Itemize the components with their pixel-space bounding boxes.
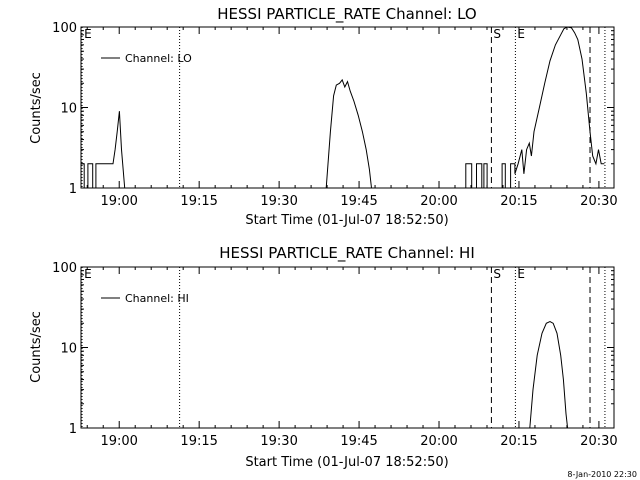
y-tick-label: 100 — [52, 21, 77, 36]
y-tick-label: 1 — [69, 182, 77, 197]
x-tick-label: 19:45 — [340, 434, 377, 449]
event-marker-label: S — [493, 27, 501, 41]
x-tick-label: 20:15 — [500, 434, 537, 449]
series-line-channel-lo — [325, 78, 372, 189]
x-axis-label: Start Time (01-Jul-07 18:52:50) — [245, 213, 448, 228]
x-tick-label: 19:45 — [340, 194, 377, 209]
y-tick-label: 10 — [60, 342, 77, 357]
x-tick-label: 20:15 — [500, 194, 537, 209]
x-tick-label: 20:30 — [580, 434, 617, 449]
lo-channel-panel: HESSI PARTICLE_RATE Channel: LO Counts/s… — [29, 5, 618, 228]
x-tick-label: 19:00 — [100, 434, 137, 449]
y-tick-label: 1 — [69, 422, 77, 437]
x-tick-label: 19:15 — [180, 434, 217, 449]
legend-label: Channel: LO — [125, 52, 192, 65]
series-line-channel-lo — [465, 163, 488, 189]
x-tick-label: 20:30 — [580, 194, 617, 209]
x-tick-label: 19:30 — [260, 434, 297, 449]
chart-title: HESSI PARTICLE_RATE Channel: LO — [217, 5, 476, 24]
event-marker-label: E — [517, 27, 525, 41]
hi-channel-panel: HESSI PARTICLE_RATE Channel: HI Counts/s… — [29, 244, 618, 470]
series-line-channel-lo — [501, 26, 605, 189]
legend-label: Channel: HI — [125, 292, 189, 305]
y-axis-label: Counts/sec — [29, 72, 44, 144]
event-marker-label: E — [84, 27, 92, 41]
event-marker-label: E — [517, 267, 525, 281]
series-line-channel-hi — [529, 321, 569, 429]
event-marker-label: S — [493, 267, 501, 281]
series-line-channel-lo — [80, 111, 126, 189]
date-stamp: 8-Jan-2010 22:30 — [567, 470, 637, 479]
chart-title: HESSI PARTICLE_RATE Channel: HI — [219, 244, 475, 263]
x-tick-label: 19:00 — [100, 194, 137, 209]
y-axis-label: Counts/sec — [29, 311, 44, 383]
event-marker-label: E — [84, 267, 92, 281]
x-tick-label: 19:30 — [260, 194, 297, 209]
x-tick-label: 19:15 — [180, 194, 217, 209]
y-tick-label: 100 — [52, 261, 77, 276]
x-tick-label: 20:00 — [420, 194, 457, 209]
x-axis-label: Start Time (01-Jul-07 18:52:50) — [245, 455, 448, 470]
y-tick-label: 10 — [60, 102, 77, 117]
x-tick-label: 20:00 — [420, 434, 457, 449]
